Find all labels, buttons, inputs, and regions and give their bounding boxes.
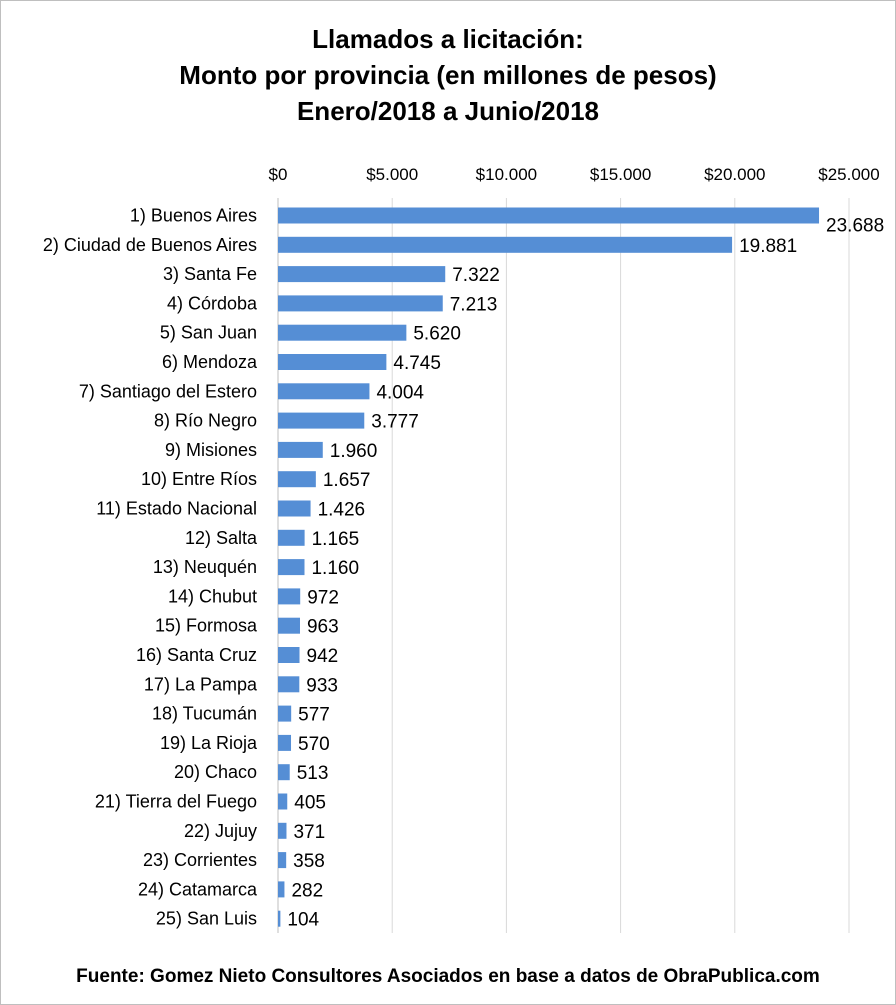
bar [278, 764, 290, 781]
bar [278, 295, 443, 312]
value-label: 282 [291, 880, 323, 901]
x-tick-label: $10.000 [476, 165, 537, 184]
bar [278, 676, 300, 693]
category-label: 21) Tierra del Fuego [95, 792, 257, 812]
bar [278, 354, 387, 370]
category-label: 12) Salta [185, 528, 258, 548]
chart-title-line-1: Llamados a licitación: [312, 24, 584, 54]
value-label: 1.657 [323, 470, 371, 491]
value-label: 7.213 [450, 294, 498, 315]
bar [278, 471, 316, 488]
value-label: 972 [307, 587, 339, 608]
chart-title: Llamados a licitación: Monto por provinc… [179, 24, 716, 126]
value-label: 1.960 [330, 441, 378, 462]
category-label: 19) La Rioja [160, 733, 258, 753]
category-label: 16) Santa Cruz [136, 645, 257, 665]
value-label: 23.688 [826, 216, 884, 237]
value-label: 7.322 [452, 265, 500, 286]
value-label: 371 [293, 822, 325, 843]
chart-title-line-2: Monto por provincia (en millones de peso… [179, 60, 716, 90]
bar [278, 617, 300, 634]
category-label: 23) Corrientes [143, 850, 257, 870]
value-labels: 23.688 19.881 7.322 7.213 5.620 4.745 4.004 3.7… [287, 216, 884, 931]
value-label: 4.004 [376, 382, 424, 403]
gridlines [277, 198, 850, 933]
category-label: 5) San Juan [160, 323, 257, 343]
category-label: 6) Mendoza [162, 352, 258, 372]
value-label: 570 [298, 734, 330, 755]
category-label: 20) Chaco [174, 762, 257, 782]
bar [278, 500, 311, 517]
category-label: 18) Tucumán [152, 704, 257, 724]
category-label: 9) Misiones [165, 440, 257, 460]
bar [278, 383, 370, 400]
category-label: 4) Córdoba [167, 293, 258, 313]
category-label: 17) La Pampa [144, 674, 258, 694]
category-label: 10) Entre Ríos [141, 469, 257, 489]
x-tick-label: $25.000 [818, 165, 879, 184]
x-tick-label: $20.000 [704, 165, 765, 184]
bar [278, 324, 407, 341]
category-label: 3) Santa Fe [163, 264, 257, 284]
category-label: 25) San Luis [156, 909, 257, 929]
bar [278, 588, 301, 605]
bar [278, 734, 292, 751]
value-label: 19.881 [739, 236, 797, 257]
bars [278, 207, 820, 927]
bar [278, 559, 305, 576]
value-label: 405 [294, 793, 326, 814]
bar [278, 412, 365, 429]
category-label: 15) Formosa [155, 616, 258, 636]
value-label: 933 [306, 675, 338, 696]
value-label: 5.620 [413, 324, 461, 345]
category-label: 2) Ciudad de Buenos Aires [43, 235, 257, 255]
bar [278, 822, 287, 839]
bar [278, 266, 446, 283]
bar [278, 236, 733, 253]
bar [278, 705, 292, 722]
chart-title-line-3: Enero/2018 a Junio/2018 [297, 96, 599, 126]
value-label: 4.745 [393, 353, 441, 374]
value-label: 1.160 [311, 558, 359, 579]
category-label: 8) Río Negro [154, 411, 257, 431]
category-label: 24) Catamarca [138, 879, 258, 899]
bar [278, 207, 820, 224]
category-label: 13) Neuquén [153, 557, 257, 577]
category-label: 1) Buenos Aires [130, 206, 257, 226]
bar [278, 852, 287, 869]
bar [278, 441, 323, 458]
bar [278, 529, 305, 546]
x-tick-label: $0 [269, 165, 288, 184]
value-label: 577 [298, 705, 330, 726]
value-label: 1.426 [318, 500, 366, 521]
value-label: 1.165 [312, 529, 360, 550]
category-label: 14) Chubut [168, 586, 257, 606]
value-label: 942 [307, 646, 339, 667]
category-label: 22) Jujuy [184, 821, 257, 841]
source-note: Fuente: Gomez Nieto Consultores Asociado… [76, 966, 820, 987]
value-label: 3.777 [371, 412, 419, 433]
category-labels: 1) Buenos Aires 2) Ciudad de Buenos Aires… [43, 206, 258, 929]
category-label: 7) Santiago del Estero [79, 381, 257, 401]
bar [278, 793, 288, 810]
bar [278, 910, 281, 927]
x-axis-tick-labels: $0 $5.000 $10.000 $15.000 $20.000 $25.000 [269, 165, 880, 184]
x-tick-label: $15.000 [590, 165, 651, 184]
value-label: 358 [293, 851, 325, 872]
category-label: 11) Estado Nacional [96, 499, 257, 519]
value-label: 104 [287, 910, 319, 931]
bar [278, 881, 285, 898]
value-label: 963 [307, 617, 339, 638]
x-tick-label: $5.000 [366, 165, 418, 184]
bar [278, 647, 300, 663]
value-label: 513 [297, 763, 329, 784]
